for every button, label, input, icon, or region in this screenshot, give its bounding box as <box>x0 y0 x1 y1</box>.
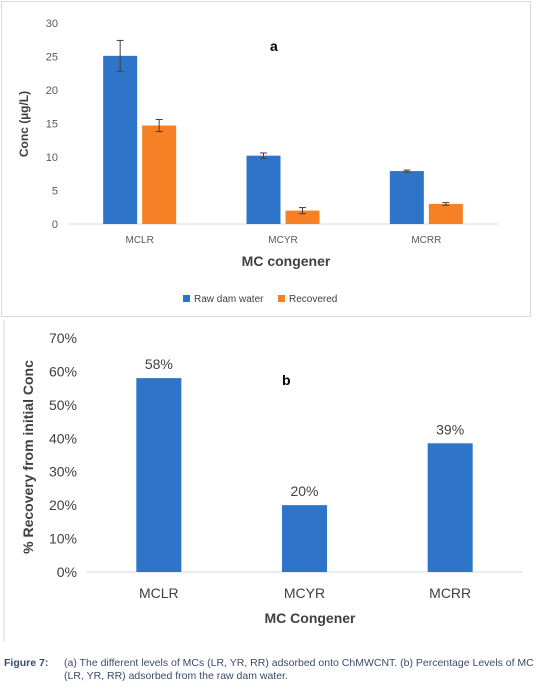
bar-mcrr-raw-dam-water <box>389 171 424 224</box>
x-tick-label-mcyr: MCYR <box>284 585 325 601</box>
bar-mclr <box>136 378 182 572</box>
x-tick-label-mcrr: MCRR <box>429 585 471 601</box>
bar-mcyr-raw-dam-water <box>246 155 281 224</box>
x-tick-label-mcyr: MCYR <box>268 235 297 246</box>
y-tick-label: 10% <box>49 531 77 547</box>
chart-a-panel-label: a <box>270 38 278 54</box>
error-bar-mclr-recovered <box>155 118 163 133</box>
chart-b-bars: 58% 20% 39% <box>136 356 473 572</box>
y-tick-label: 15 <box>46 119 58 131</box>
y-tick-label: 20 <box>46 85 58 97</box>
y-tick-label: 0% <box>57 564 77 580</box>
y-tick-label: 10 <box>46 152 58 164</box>
y-tick-label: 40% <box>49 430 77 446</box>
chart-a-y-axis-title: Conc (µg/L) <box>17 91 31 157</box>
chart-b: 0%10%20%30%40%50%60%70% 58%20%39% MCLR MC… <box>3 320 523 642</box>
y-tick-label: 30% <box>49 464 77 480</box>
legend-label-raw-dam-water: Raw dam water <box>194 294 264 305</box>
chart-a-legend: Raw dam water Recovered <box>183 294 337 305</box>
chart-b-y-axis-title: % Recovery from initial Conc <box>20 360 36 554</box>
chart-b-x-axis-title: MC Congener <box>265 610 357 626</box>
caption-label: Figure 7: <box>4 657 49 669</box>
bar-mclr-raw-dam-water <box>103 55 138 224</box>
bar-mcrr-recovered <box>428 203 463 224</box>
chart-b-panel-label: b <box>282 372 291 388</box>
bar-mcyr-recovered <box>285 210 320 224</box>
bar-mcrr <box>427 443 473 572</box>
bar-mclr-recovered <box>142 125 177 224</box>
error-bar-mcyr-recovered <box>299 207 306 215</box>
y-tick-label: 0 <box>52 219 58 231</box>
error-bar-mclr-raw-dam-water <box>116 39 124 72</box>
y-tick-label: 70% <box>49 330 77 346</box>
bar-mcyr <box>282 505 327 572</box>
legend-label-recovered: Recovered <box>289 294 337 305</box>
chart-a-bars <box>103 39 463 224</box>
chart-a-x-axis-title: MC congener <box>242 253 331 269</box>
legend-swatch-recovered <box>278 295 285 302</box>
chart-a-x-ticks: MCLR MCYR MCRR <box>125 235 441 246</box>
caption-text: (a) The different levels of MCs (LR, YR,… <box>64 657 534 682</box>
figure-caption: Figure 7: (a) The different levels of MC… <box>4 657 539 683</box>
chart-b-x-ticks: MCLR MCYR MCRR <box>139 585 471 601</box>
x-tick-label-mcrr: MCRR <box>411 235 441 246</box>
y-tick-label: 25 <box>46 52 58 64</box>
x-tick-label-mclr: MCLR <box>139 585 179 601</box>
chart-b-y-ticks: 0% 10% 20% 30% 40% 50% 60% 70% <box>49 330 77 580</box>
data-label-mcrr: 39% <box>436 421 464 437</box>
y-tick-label: 20% <box>49 497 77 513</box>
error-bar-mcyr-raw-dam-water <box>260 152 267 159</box>
x-tick-label-mclr: MCLR <box>125 235 153 246</box>
y-tick-label: 5 <box>52 186 58 198</box>
error-bar-mcrr-raw-dam-water <box>403 169 411 173</box>
chart-a-y-ticks: 0 5 10 15 20 25 30 <box>46 18 58 231</box>
y-tick-label: 60% <box>49 363 77 379</box>
data-label-mclr: 58% <box>145 356 173 372</box>
y-tick-label: 30 <box>46 18 58 30</box>
legend-swatch-raw-dam-water <box>183 295 190 302</box>
y-tick-label: 50% <box>49 397 77 413</box>
error-bar-mcrr-recovered <box>442 202 450 206</box>
data-label-mcyr: 20% <box>290 483 318 499</box>
